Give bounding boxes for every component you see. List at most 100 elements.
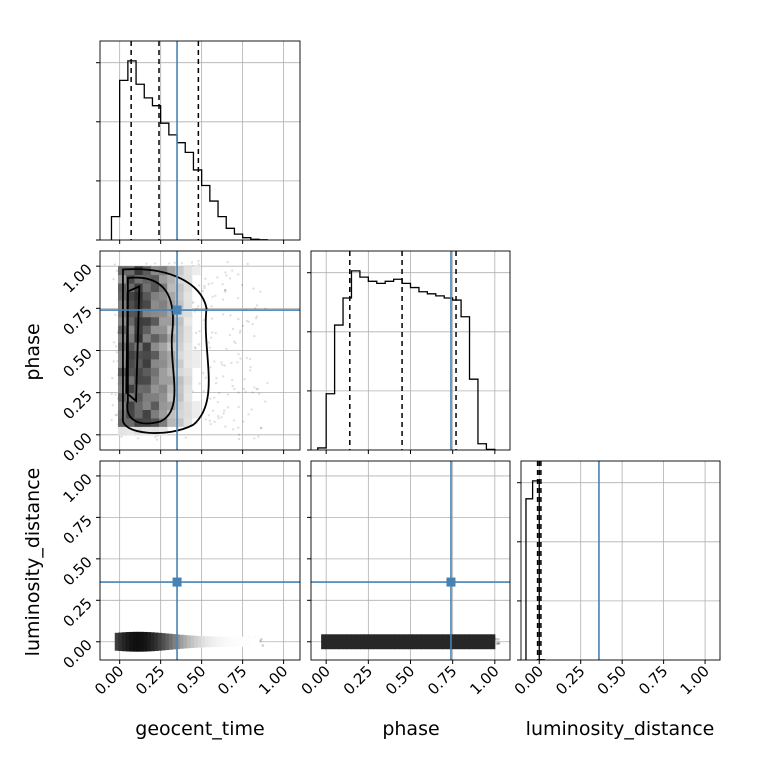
scatter-point	[110, 419, 112, 421]
scatter-point	[247, 413, 249, 415]
scatter-point	[210, 337, 212, 339]
density-cell	[184, 401, 193, 410]
scatter-point	[238, 438, 240, 440]
scatter-point	[256, 304, 258, 306]
scatter-point	[114, 393, 116, 395]
density-cell	[404, 634, 409, 649]
density-cell	[151, 632, 155, 651]
density-cell	[134, 266, 143, 275]
xtick-label-luminosity_distance-0: 0.00	[511, 662, 547, 698]
scatter-point	[266, 382, 268, 384]
xtick-label-geocent_time-1: 0.25	[132, 662, 168, 698]
scatter-point	[252, 391, 254, 393]
scatter-point	[111, 393, 113, 395]
xtick-label-phase-2: 0.50	[382, 662, 418, 698]
density-cell	[438, 634, 443, 649]
xtick-label-phase-0: 0.00	[298, 662, 334, 698]
density-cell	[183, 635, 187, 648]
panel-p00	[111, 41, 267, 240]
scatter-point	[181, 262, 183, 264]
scatter-point	[222, 412, 224, 414]
density-cell	[184, 266, 193, 275]
scatter-point	[222, 375, 224, 377]
density-cell	[143, 342, 152, 351]
density-cell	[477, 634, 482, 649]
density-cell	[134, 359, 143, 368]
ytick-label-luminosity_distance-1: 0.25	[59, 594, 95, 630]
density-cell	[143, 300, 152, 309]
density-cell	[490, 634, 495, 649]
density-cell	[421, 634, 426, 649]
density-cell	[443, 634, 448, 649]
ytick-label-luminosity_distance-3: 0.75	[59, 511, 95, 547]
scatter-point	[243, 388, 245, 390]
scatter-point	[237, 273, 239, 275]
density-cell	[151, 410, 160, 419]
scatter-point	[254, 307, 256, 309]
density-cell	[151, 342, 160, 351]
density-cell	[159, 426, 168, 435]
scatter-point	[241, 284, 243, 286]
density-cell	[151, 401, 160, 410]
truth-marker-p20	[173, 578, 182, 587]
scatter-point	[208, 283, 210, 285]
xtick-label-geocent_time-2: 0.50	[173, 662, 209, 698]
scatter-point	[249, 369, 251, 371]
panel-frame-p22	[521, 461, 720, 660]
density-cell	[143, 376, 152, 385]
density-cell	[151, 351, 160, 360]
density-cell	[118, 426, 127, 435]
density-cell	[151, 317, 160, 326]
density-cell	[184, 334, 193, 343]
density-cell	[192, 351, 201, 360]
density-cell	[473, 634, 478, 649]
histogram-phase	[318, 271, 495, 450]
scatter-point	[215, 377, 217, 379]
scatter-point	[111, 377, 113, 379]
density-cell	[143, 393, 152, 402]
scatter-point	[205, 377, 207, 379]
density-cell	[159, 325, 168, 334]
scatter-point	[239, 358, 241, 360]
density-cell	[360, 634, 365, 649]
scatter-point	[222, 313, 224, 315]
scatter-point	[210, 305, 212, 307]
density-cell	[154, 633, 158, 651]
panel-p20	[100, 461, 300, 660]
scatter-point	[211, 296, 213, 298]
ytick-label-luminosity_distance-4: 1.00	[59, 470, 95, 506]
scatter-point	[231, 379, 233, 381]
density-cell	[115, 633, 119, 651]
density-cell	[159, 334, 168, 343]
density-cell	[180, 635, 184, 649]
density-cell	[126, 632, 130, 651]
density-cell	[469, 634, 474, 649]
scatter-point	[233, 388, 235, 390]
scatter-point	[198, 382, 200, 384]
scatter-point	[242, 420, 244, 422]
scatter-point	[218, 392, 220, 394]
density-cell	[159, 300, 168, 309]
scatter-point	[209, 420, 211, 422]
scatter-point	[120, 436, 122, 438]
scatter-point	[192, 301, 194, 303]
density-cell	[159, 317, 168, 326]
scatter-point	[260, 638, 263, 641]
scatter-point	[185, 436, 187, 438]
density-cell	[169, 634, 173, 650]
density-cell	[162, 633, 166, 650]
scatter-point	[214, 295, 216, 297]
scatter-point	[233, 340, 235, 342]
scatter-point	[203, 287, 205, 289]
xlabel-phase: phase	[382, 718, 439, 740]
xtick-label-luminosity_distance-3: 0.75	[635, 662, 671, 698]
scatter-point	[204, 278, 206, 280]
ylabel-phase: phase	[22, 323, 44, 380]
xtick-label-geocent_time-4: 1.00	[255, 662, 291, 698]
density-cell	[151, 376, 160, 385]
scatter-point	[197, 305, 199, 307]
scatter-point	[257, 435, 259, 437]
density-cell	[245, 637, 249, 647]
panel-frame-p20	[100, 461, 300, 660]
density-cell	[184, 291, 193, 300]
